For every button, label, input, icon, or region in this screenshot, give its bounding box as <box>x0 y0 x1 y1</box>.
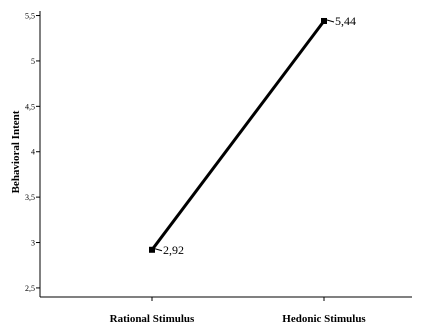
y-tick-label: 4,5 <box>25 102 35 111</box>
x-category-labels: Rational Stimulus Hedonic Stimulus <box>110 297 366 325</box>
y-ticks: 2,5 3 3,5 4 4,5 5 5,5 <box>25 12 40 293</box>
x-category-label: Rational Stimulus <box>110 313 195 325</box>
data-label-leader <box>154 248 163 252</box>
data-label: 5,44 <box>335 14 356 28</box>
axes <box>39 11 412 298</box>
y-tick-label: 3,5 <box>25 193 35 202</box>
series-line <box>150 20 326 251</box>
series: 2,92 5,44 <box>149 14 356 257</box>
y-tick-label: 2,5 <box>25 284 35 293</box>
y-tick-label: 4 <box>31 148 35 157</box>
y-tick-label: 3 <box>31 239 35 248</box>
data-label-leader <box>326 19 335 23</box>
y-tick-label: 5,5 <box>25 12 35 21</box>
y-tick-label: 5 <box>31 57 35 66</box>
data-point-marker <box>149 246 155 253</box>
y-axis-title: Behavioral Intent <box>10 110 22 193</box>
data-point-marker <box>321 17 327 24</box>
x-category-label: Hedonic Stimulus <box>282 313 366 325</box>
data-label: 2,92 <box>163 243 184 257</box>
